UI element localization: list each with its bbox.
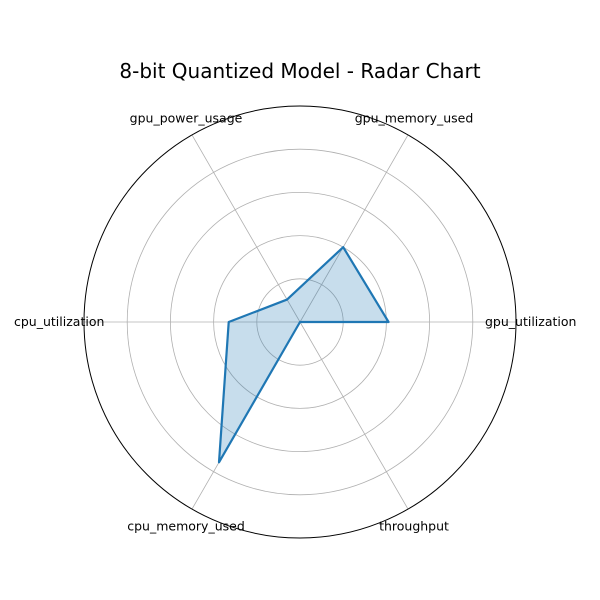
axis-label-cpu_utilization: cpu_utilization: [14, 314, 104, 329]
label-layer: gpu_utilization gpu_memory_used gpu_power_…: [14, 111, 576, 534]
series-0-area: [219, 247, 389, 463]
chart-title: 8-bit Quantized Model - Radar Chart: [119, 59, 480, 83]
spoke-gpu_power_usage: [191, 134, 301, 323]
axis-label-throughput: throughput: [379, 518, 449, 533]
spoke-throughput: [299, 321, 409, 510]
outer-ring: [83, 105, 517, 539]
axis-label-cpu_memory_used: cpu_memory_used: [127, 518, 245, 533]
series-0-line: [217, 246, 390, 464]
axis-label-gpu_power_usage: gpu_power_usage: [130, 111, 243, 126]
data-layer: [217, 246, 390, 464]
spoke-gpu_memory_used: [299, 134, 409, 323]
axis-label-gpu_memory_used: gpu_memory_used: [355, 111, 474, 126]
axis-label-gpu_utilization: gpu_utilization: [485, 314, 576, 329]
